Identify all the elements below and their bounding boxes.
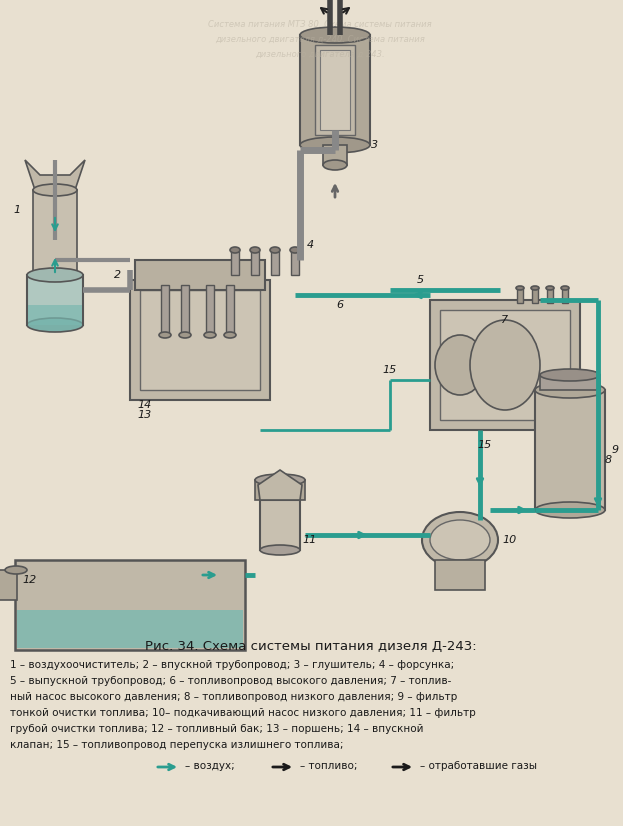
Bar <box>517 288 523 303</box>
Ellipse shape <box>27 318 83 332</box>
Text: 15: 15 <box>383 365 397 375</box>
Text: Система питания МТЗ 80. Схема системы питания: Система питания МТЗ 80. Схема системы пи… <box>208 20 432 29</box>
Ellipse shape <box>179 332 191 338</box>
Bar <box>251 250 259 275</box>
Ellipse shape <box>250 247 260 253</box>
Text: 3: 3 <box>371 140 379 150</box>
Text: – воздух;: – воздух; <box>185 761 235 771</box>
Bar <box>33 190 77 280</box>
Bar <box>140 290 260 390</box>
Bar <box>206 285 214 335</box>
Text: 8: 8 <box>604 455 612 465</box>
Bar <box>435 560 485 590</box>
Bar <box>291 250 299 275</box>
Ellipse shape <box>535 382 605 398</box>
Text: 1 – воздухоочиститель; 2 – впускной трубопровод; 3 – глушитель; 4 – форсунка;: 1 – воздухоочиститель; 2 – впускной труб… <box>10 660 454 670</box>
Bar <box>315 45 355 135</box>
Bar <box>17 610 243 648</box>
Polygon shape <box>258 470 302 500</box>
Text: 13: 13 <box>138 410 152 420</box>
Ellipse shape <box>270 247 280 253</box>
Text: Рис. 34. Схема системы питания дизеля Д-243:: Рис. 34. Схема системы питания дизеля Д-… <box>145 640 477 653</box>
Text: – топливо;: – топливо; <box>300 761 358 771</box>
Text: 14: 14 <box>138 400 152 410</box>
Ellipse shape <box>546 286 554 290</box>
Text: грубой очистки топлива; 12 – топливный бак; 13 – поршень; 14 – впускной: грубой очистки топлива; 12 – топливный б… <box>10 724 424 734</box>
Bar <box>535 390 605 510</box>
Text: 1: 1 <box>14 205 21 215</box>
Text: 2: 2 <box>115 270 121 280</box>
Ellipse shape <box>561 286 569 290</box>
Ellipse shape <box>540 369 600 381</box>
Bar <box>255 480 305 500</box>
Bar <box>15 560 245 650</box>
Text: 5 – выпускной трубопровод; 6 – топливопровод высокого давления; 7 – топлив-: 5 – выпускной трубопровод; 6 – топливопр… <box>10 676 452 686</box>
Ellipse shape <box>516 286 524 290</box>
Ellipse shape <box>27 268 83 282</box>
Text: 4: 4 <box>307 240 313 250</box>
Bar <box>547 288 553 303</box>
Ellipse shape <box>33 184 77 196</box>
Text: 10: 10 <box>503 535 517 545</box>
Bar <box>440 310 570 420</box>
Bar <box>226 285 234 335</box>
Bar <box>130 280 270 400</box>
Bar <box>323 145 347 165</box>
Bar <box>271 250 279 275</box>
Ellipse shape <box>204 332 216 338</box>
Bar <box>540 375 600 390</box>
Ellipse shape <box>435 335 485 395</box>
Ellipse shape <box>255 474 305 486</box>
Bar <box>231 250 239 275</box>
Text: 9: 9 <box>611 445 619 455</box>
Text: дизельного двигателя д 243.: дизельного двигателя д 243. <box>255 50 385 59</box>
Bar <box>300 35 370 145</box>
Bar <box>161 285 169 335</box>
Ellipse shape <box>33 274 77 286</box>
Ellipse shape <box>290 247 300 253</box>
Bar <box>28 305 82 325</box>
Ellipse shape <box>535 502 605 518</box>
Bar <box>135 260 265 290</box>
Text: клапан; 15 – топливопровод перепуска излишнего топлива;: клапан; 15 – топливопровод перепуска изл… <box>10 740 343 750</box>
Ellipse shape <box>430 520 490 560</box>
Text: дизельного двигателя д-240. Система питания: дизельного двигателя д-240. Система пита… <box>215 35 425 44</box>
Text: 6: 6 <box>336 300 343 310</box>
Text: ный насос высокого давления; 8 – топливопровод низкого давления; 9 – фильтр: ный насос высокого давления; 8 – топливо… <box>10 692 457 702</box>
Text: 5: 5 <box>416 275 424 285</box>
Bar <box>181 285 189 335</box>
Ellipse shape <box>300 27 370 43</box>
Ellipse shape <box>260 545 300 555</box>
Text: 15: 15 <box>478 440 492 450</box>
Bar <box>260 500 300 550</box>
Bar <box>532 288 538 303</box>
Ellipse shape <box>159 332 171 338</box>
Ellipse shape <box>323 160 347 170</box>
Ellipse shape <box>224 332 236 338</box>
Bar <box>0 570 17 600</box>
Bar <box>27 275 83 325</box>
Ellipse shape <box>470 320 540 410</box>
Text: – отработавшие газы: – отработавшие газы <box>420 761 537 771</box>
Ellipse shape <box>300 137 370 153</box>
Ellipse shape <box>422 512 498 568</box>
Text: 12: 12 <box>23 575 37 585</box>
Bar <box>430 300 580 430</box>
Bar <box>562 288 568 303</box>
Ellipse shape <box>5 566 27 574</box>
Ellipse shape <box>531 286 539 290</box>
Polygon shape <box>25 160 85 190</box>
Text: 11: 11 <box>303 535 317 545</box>
Text: 7: 7 <box>502 315 508 325</box>
Bar <box>320 50 350 130</box>
Text: тонкой очистки топлива; 10– подкачивающий насос низкого давления; 11 – фильтр: тонкой очистки топлива; 10– подкачивающи… <box>10 708 476 718</box>
Ellipse shape <box>230 247 240 253</box>
